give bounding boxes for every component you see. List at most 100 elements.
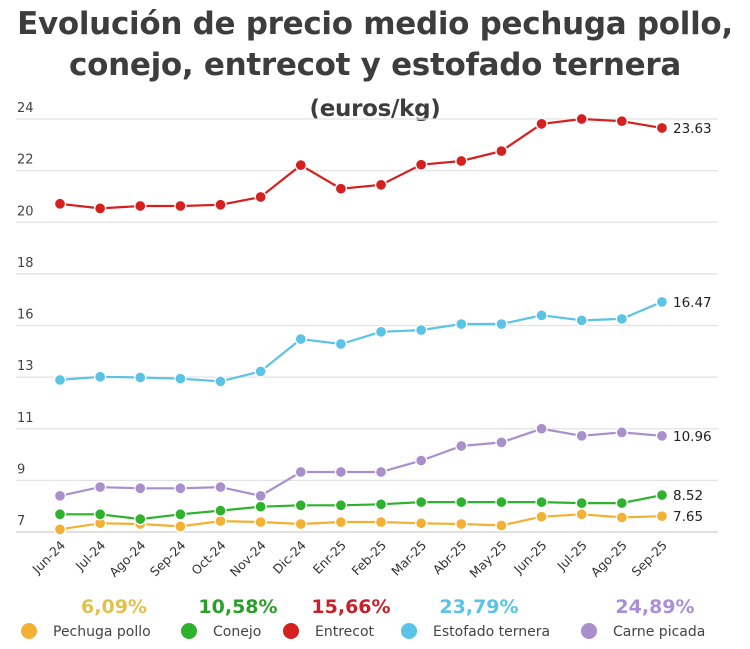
data-point xyxy=(334,465,348,479)
end-value-label: 10.96 xyxy=(673,429,712,445)
data-point xyxy=(214,480,227,494)
data-point xyxy=(294,499,307,512)
legend: 6,09% Pechuga pollo 10,58% Conejo 15,66% Entr… xyxy=(21,596,705,640)
x-tick-label: Jul-25 xyxy=(553,538,589,574)
data-point xyxy=(214,198,227,211)
y-tick-label: 16 xyxy=(17,308,34,323)
data-point xyxy=(174,520,187,533)
data-point xyxy=(455,439,468,453)
legend-label: Conejo xyxy=(213,624,261,640)
x-tick-label: Dic-24 xyxy=(270,537,309,576)
x-tick-label: Nov-24 xyxy=(227,537,269,579)
series-line xyxy=(59,513,663,531)
change-percentage: 15,66% xyxy=(311,596,390,618)
data-point xyxy=(374,325,388,338)
x-tick-label: May-25 xyxy=(466,538,509,581)
data-point xyxy=(53,508,67,521)
data-point xyxy=(134,512,147,526)
series-line xyxy=(59,300,663,383)
data-point xyxy=(615,312,628,326)
change-percentage: 10,58% xyxy=(198,596,277,618)
series-line xyxy=(59,117,663,210)
series-entrecot: 23.63 xyxy=(53,112,712,215)
data-point xyxy=(535,495,548,509)
data-point xyxy=(575,496,588,510)
grid xyxy=(16,118,718,533)
data-point xyxy=(455,495,468,509)
legend-label: Entrecot xyxy=(315,624,375,640)
series-pechuga-pollo: 7.65 xyxy=(53,508,703,536)
y-tick-label: 20 xyxy=(17,204,34,219)
data-point xyxy=(294,517,307,531)
data-point xyxy=(535,422,548,435)
x-tick-label: Ago-24 xyxy=(106,537,148,579)
data-point xyxy=(655,121,669,135)
data-point xyxy=(575,429,588,442)
data-point xyxy=(53,523,67,536)
data-point xyxy=(455,154,468,168)
data-point xyxy=(294,332,307,346)
legend-label: Pechuga pollo xyxy=(53,624,151,640)
legend-marker xyxy=(21,623,37,639)
legend-label: Estofado ternera xyxy=(433,624,550,640)
series-line xyxy=(60,494,663,521)
data-point xyxy=(334,182,348,195)
legend-marker xyxy=(581,623,597,639)
data-point xyxy=(495,317,508,331)
data-point xyxy=(214,514,227,528)
data-point xyxy=(254,500,267,513)
data-point xyxy=(655,429,669,442)
change-percentage: 24,89% xyxy=(615,596,694,618)
end-value-label: 23.63 xyxy=(673,121,712,137)
data-point xyxy=(53,489,67,502)
y-axis-ticks: 7 9 11 13 16 18 20 22 24 xyxy=(17,101,34,529)
data-point xyxy=(655,510,669,523)
y-tick-label: 11 xyxy=(17,411,34,426)
data-point xyxy=(415,158,428,171)
y-tick-label: 24 xyxy=(17,101,34,116)
series-carne-picada: 10.96 xyxy=(53,422,712,502)
data-point xyxy=(174,482,187,495)
x-tick-label: Ago-25 xyxy=(588,538,630,580)
data-point xyxy=(214,375,227,388)
data-point xyxy=(535,309,548,322)
data-point xyxy=(374,178,388,191)
chart-title-text: Evolución de precio medio pechuga pollo,… xyxy=(17,6,733,83)
data-point xyxy=(254,190,267,204)
chart-title-unit: (euros/kg) xyxy=(309,96,441,122)
data-point xyxy=(93,202,107,215)
legend-label: Carne picada xyxy=(613,624,705,640)
change-percentage: 23,79% xyxy=(439,596,518,618)
data-point xyxy=(575,112,588,126)
data-point xyxy=(93,508,107,521)
x-tick-label: Jul-24 xyxy=(72,537,108,573)
data-point xyxy=(615,511,628,524)
data-point xyxy=(294,159,307,172)
data-point xyxy=(334,515,348,529)
change-percentage: 6,09% xyxy=(81,596,147,618)
data-point xyxy=(455,517,468,531)
data-point xyxy=(575,508,588,521)
x-tick-label: Feb-25 xyxy=(348,538,389,579)
x-tick-label: Sep-24 xyxy=(147,537,189,579)
data-point xyxy=(294,465,307,479)
series-lines: 7.65 8.52 23.63 16.47 10.96 xyxy=(53,112,712,536)
data-point xyxy=(174,508,187,521)
data-point xyxy=(455,317,468,331)
data-point xyxy=(214,504,227,517)
x-tick-label: Jun-24 xyxy=(29,537,69,577)
end-value-label: 16.47 xyxy=(673,295,712,311)
data-point xyxy=(615,426,628,439)
data-point xyxy=(93,480,107,494)
legend-marker xyxy=(283,623,299,639)
y-tick-label: 13 xyxy=(17,359,34,374)
data-point xyxy=(415,495,428,509)
x-tick-label: Sep-25 xyxy=(628,538,670,580)
data-point xyxy=(374,498,388,511)
x-tick-label: Abr-25 xyxy=(430,538,470,578)
data-point xyxy=(615,115,628,128)
data-point xyxy=(334,337,348,351)
data-point xyxy=(535,117,548,131)
data-point xyxy=(415,517,428,530)
